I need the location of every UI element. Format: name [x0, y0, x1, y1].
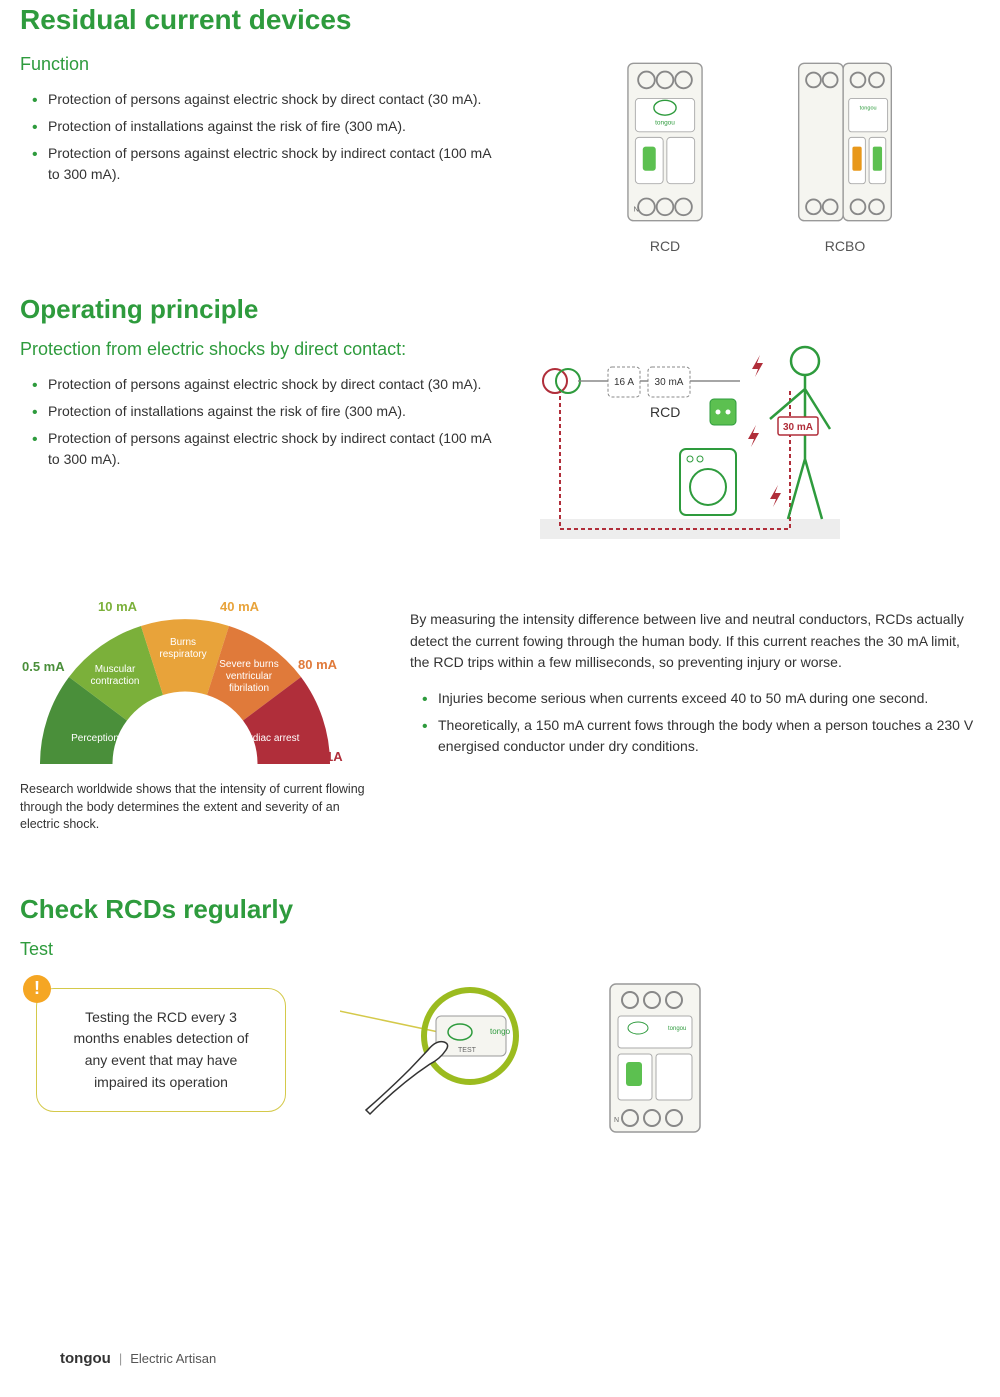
- svg-text:N: N: [614, 1117, 619, 1124]
- svg-text:RCD: RCD: [650, 404, 680, 420]
- gauge-tick: 40 mA: [220, 599, 259, 614]
- list-item: Protection of persons against electric s…: [48, 143, 500, 185]
- separator: |: [119, 1351, 122, 1366]
- test-heading: Test: [20, 939, 980, 960]
- svg-text:tongou: tongou: [655, 119, 675, 126]
- check-rcds-heading: Check RCDs regularly: [20, 894, 980, 925]
- list-item: Injuries become serious when currents ex…: [438, 688, 980, 709]
- gauge-tick: 10 mA: [98, 599, 137, 614]
- list-item: Protection of persons against electric s…: [48, 374, 500, 395]
- svg-text:30 mA: 30 mA: [783, 422, 813, 433]
- gauge-tick: 0.5 mA: [22, 659, 65, 674]
- page-title: Residual current devices: [20, 4, 980, 36]
- alert-icon: !: [23, 975, 51, 1003]
- current-effect-gauge: 0.5 mA 10 mA 40 mA 80 mA 1A Perception M…: [20, 599, 350, 769]
- explain-list: Injuries become serious when currents ex…: [410, 688, 980, 757]
- circuit-diagram: 16 A 30 mA RCD: [530, 339, 850, 559]
- gauge-tick: 80 mA: [298, 657, 337, 672]
- svg-text:tongou: tongou: [668, 1026, 686, 1032]
- test-callout: ! Testing the RCD every 3 months enables…: [36, 988, 286, 1113]
- callout-text: Testing the RCD every 3 months enables d…: [61, 1007, 261, 1094]
- svg-text:16 A: 16 A: [614, 377, 634, 388]
- list-item: Theoretically, a 150 mA current fows thr…: [438, 715, 980, 757]
- subtitle: Protection from electric shocks by direc…: [20, 339, 500, 360]
- svg-text:N: N: [634, 204, 639, 213]
- gauge-segment-label: Perception: [60, 733, 130, 745]
- page-footer: tongou | Electric Artisan: [60, 1350, 216, 1367]
- device-label: RCBO: [825, 238, 865, 254]
- svg-text:tongo: tongo: [490, 1027, 511, 1036]
- gauge-tick: 1A: [326, 749, 343, 764]
- rcd-device-image: tongou N RCD: [585, 54, 745, 254]
- svg-text:TEST: TEST: [458, 1047, 477, 1054]
- brand-tagline: Electric Artisan: [130, 1351, 216, 1366]
- gauge-segment-label: Severe burns ventricular fibrilation: [212, 659, 286, 695]
- svg-text:30 mA: 30 mA: [655, 377, 684, 388]
- svg-text:tongou: tongou: [860, 106, 877, 112]
- list-item: Protection of installations against the …: [48, 116, 500, 137]
- gauge-segment-label: Cardiac arrest: [228, 733, 308, 745]
- list-item: Protection of persons against electric s…: [48, 428, 500, 470]
- list-item: Protection of persons against electric s…: [48, 89, 500, 110]
- gauge-segment-label: Muscular contraction: [80, 664, 150, 688]
- test-illustration: tongo TEST tongou: [340, 974, 760, 1134]
- explain-paragraph: By measuring the intensity difference be…: [410, 609, 980, 674]
- operating-principle-heading: Operating principle: [20, 294, 980, 325]
- brand-logo: tongou: [60, 1350, 111, 1367]
- gauge-segment-label: Burns respiratory: [148, 637, 218, 661]
- principle-list: Protection of persons against electric s…: [20, 374, 500, 470]
- list-item: Protection of installations against the …: [48, 401, 500, 422]
- rcbo-device-image: tongou RCBO: [765, 54, 925, 254]
- function-list: Protection of persons against electric s…: [20, 89, 500, 185]
- gauge-caption: Research worldwide shows that the intens…: [20, 781, 380, 834]
- device-label: RCD: [650, 238, 680, 254]
- function-heading: Function: [20, 54, 500, 75]
